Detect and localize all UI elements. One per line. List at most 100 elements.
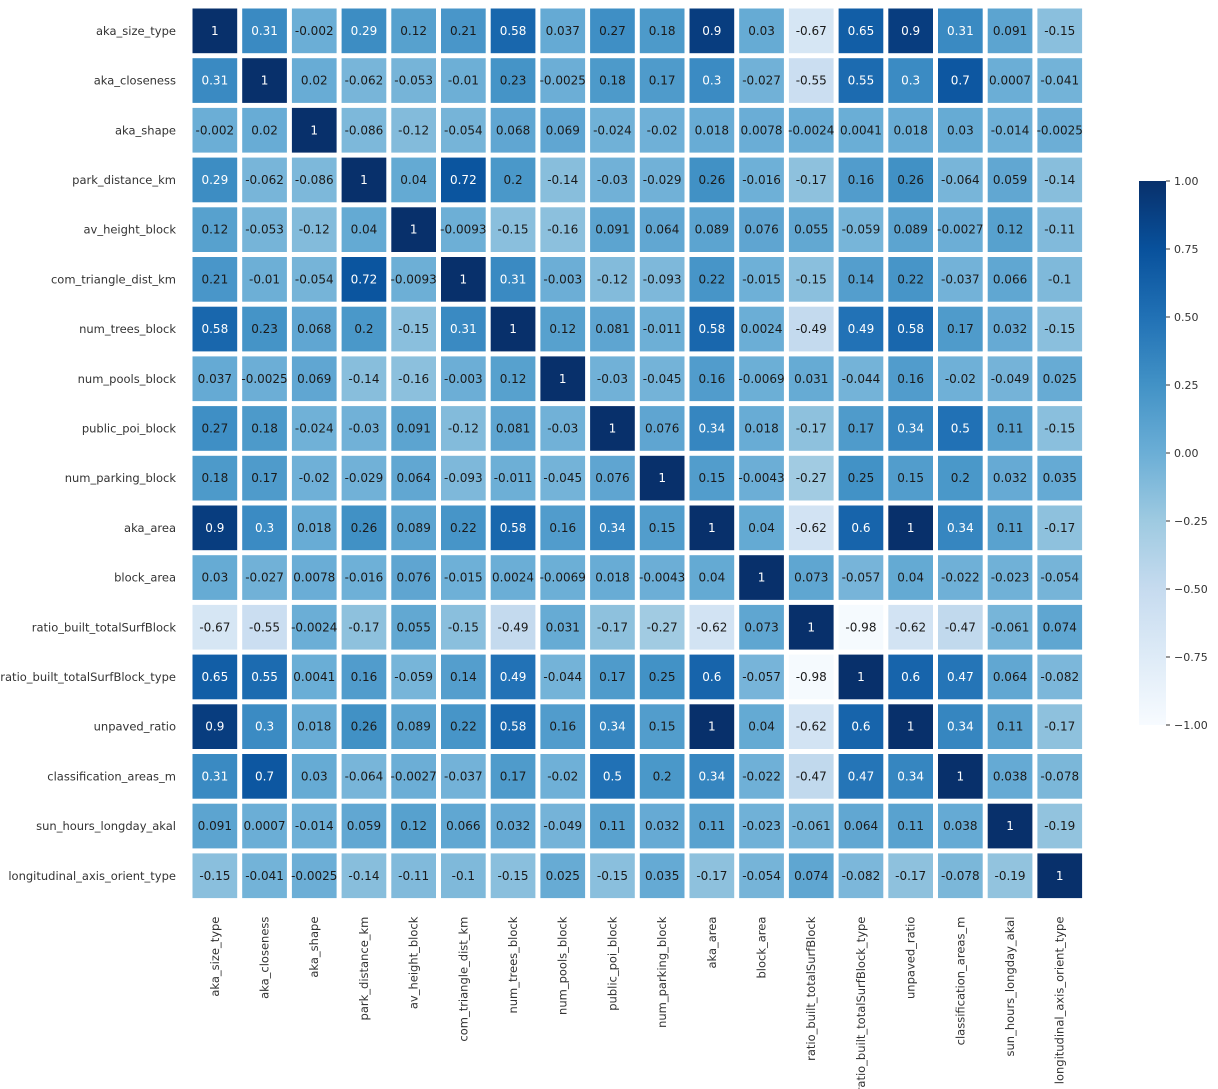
cell-value-label: -0.057 bbox=[842, 571, 881, 585]
cell-value-label: 0.076 bbox=[744, 223, 778, 237]
heatmap-cell bbox=[739, 207, 784, 252]
cell-value-label: 0.55 bbox=[251, 670, 278, 684]
heatmap-cell bbox=[590, 654, 635, 700]
heatmap-cell bbox=[987, 604, 1033, 650]
heatmap-cell bbox=[739, 58, 784, 103]
heatmap-cell bbox=[490, 356, 536, 402]
heatmap-cell bbox=[739, 803, 784, 849]
heatmap-cell bbox=[291, 58, 337, 103]
heatmap-cell bbox=[739, 604, 784, 650]
cell-value-label: 0.17 bbox=[251, 471, 278, 485]
heatmap-cell bbox=[490, 406, 536, 451]
cell-value-label: -0.15 bbox=[448, 620, 479, 634]
colorbar-gradient bbox=[1139, 181, 1166, 725]
cell-value-label: 0.34 bbox=[897, 421, 924, 435]
heatmap-cell bbox=[540, 157, 586, 203]
cell-value-label: -0.011 bbox=[494, 471, 533, 485]
heatmap-cell bbox=[689, 8, 735, 54]
y-tick-label: num_pools_block bbox=[78, 372, 177, 386]
heatmap-cell bbox=[938, 704, 983, 749]
cell-value-label: 0.12 bbox=[400, 24, 427, 38]
heatmap-cell bbox=[391, 207, 436, 252]
cell-value-label: -0.12 bbox=[299, 223, 330, 237]
heatmap-cell bbox=[639, 505, 685, 551]
cell-value-label: -0.67 bbox=[796, 24, 827, 38]
cell-value-label: 0.035 bbox=[1043, 471, 1077, 485]
cell-value-label: -0.027 bbox=[742, 74, 781, 88]
cell-value-label: 0.068 bbox=[496, 123, 530, 137]
colorbar-tick-label: −0.50 bbox=[1174, 583, 1208, 596]
cell-value-label: 1 bbox=[1006, 819, 1014, 833]
cell-value-label: 0.18 bbox=[201, 471, 228, 485]
heatmap-cell bbox=[739, 555, 784, 600]
cell-value-label: 0.22 bbox=[698, 272, 725, 286]
cell-value-label: -0.17 bbox=[1044, 720, 1075, 734]
cell-value-label: -0.044 bbox=[543, 670, 582, 684]
y-tick-label: block_area bbox=[114, 571, 176, 585]
cell-value-label: 0.18 bbox=[599, 74, 626, 88]
cell-value-label: 0.068 bbox=[297, 322, 331, 336]
heatmap-cell bbox=[242, 704, 287, 749]
heatmap-cell bbox=[441, 853, 486, 899]
heatmap-cell bbox=[987, 207, 1033, 252]
heatmap-cell bbox=[192, 207, 238, 252]
cell-value-label: 0.12 bbox=[500, 372, 527, 386]
heatmap-cell bbox=[192, 58, 238, 103]
heatmap-cell bbox=[192, 107, 238, 153]
cell-value-label: 0.16 bbox=[549, 521, 576, 535]
heatmap-cell bbox=[490, 555, 536, 600]
y-tick-label: ratio_built_totalSurfBlock_type bbox=[0, 670, 176, 684]
colorbar-tick-label: −0.75 bbox=[1174, 651, 1208, 664]
cell-value-label: 0.29 bbox=[351, 24, 378, 38]
cell-value-label: -0.62 bbox=[796, 720, 827, 734]
heatmap-cell bbox=[291, 853, 337, 899]
cell-value-label: -0.061 bbox=[991, 620, 1030, 634]
heatmap-cell bbox=[888, 157, 933, 203]
x-tick-label: num_parking_block bbox=[655, 916, 669, 1028]
heatmap-cell bbox=[938, 157, 983, 203]
cell-value-label: -0.003 bbox=[543, 272, 582, 286]
cell-value-label: -0.045 bbox=[543, 471, 582, 485]
heatmap-cell bbox=[192, 406, 238, 451]
heatmap-cell bbox=[441, 455, 486, 501]
heatmap-cell bbox=[192, 505, 238, 551]
heatmap-cell bbox=[987, 58, 1033, 103]
cell-value-label: -0.023 bbox=[742, 819, 781, 833]
cell-value-label: -0.041 bbox=[1040, 74, 1079, 88]
cell-value-label: -0.015 bbox=[742, 272, 781, 286]
cell-value-label: 1 bbox=[957, 769, 965, 783]
cell-value-label: 0.076 bbox=[645, 421, 679, 435]
heatmap-cell bbox=[441, 107, 486, 153]
cell-value-label: 0.15 bbox=[897, 471, 924, 485]
x-tick-label: aka_closeness bbox=[258, 917, 272, 999]
cell-value-label: -0.15 bbox=[1044, 421, 1075, 435]
heatmap-cell bbox=[888, 207, 933, 252]
cell-value-label: 0.5 bbox=[951, 421, 970, 435]
heatmap-cell bbox=[391, 704, 436, 749]
cell-value-label: 0.055 bbox=[794, 223, 828, 237]
heatmap-cell bbox=[1037, 257, 1083, 302]
cell-value-label: -0.029 bbox=[643, 173, 682, 187]
cell-value-label: -0.061 bbox=[792, 819, 831, 833]
cell-value-label: -0.98 bbox=[796, 670, 827, 684]
cell-value-label: 0.089 bbox=[396, 521, 430, 535]
cell-value-label: 0.17 bbox=[848, 421, 875, 435]
cell-value-label: -0.1 bbox=[1048, 272, 1071, 286]
heatmap-cell bbox=[341, 107, 387, 153]
heatmap-cell bbox=[689, 853, 735, 899]
heatmap-cell bbox=[192, 555, 238, 600]
heatmap-cell bbox=[391, 853, 436, 899]
cell-value-label: 0.34 bbox=[897, 769, 924, 783]
cell-value-label: 0.031 bbox=[794, 372, 828, 386]
cell-value-label: 0.2 bbox=[653, 769, 672, 783]
cell-value-label: 0.3 bbox=[702, 74, 721, 88]
heatmap-cell bbox=[490, 107, 536, 153]
heatmap-cell bbox=[987, 505, 1033, 551]
heatmap-cell bbox=[441, 555, 486, 600]
heatmap-cell bbox=[639, 654, 685, 700]
heatmap-cell bbox=[391, 107, 436, 153]
cell-value-label: 0.073 bbox=[744, 620, 778, 634]
cell-value-label: -0.02 bbox=[945, 372, 976, 386]
heatmap-cell bbox=[341, 505, 387, 551]
cell-value-label: 0.34 bbox=[947, 521, 974, 535]
